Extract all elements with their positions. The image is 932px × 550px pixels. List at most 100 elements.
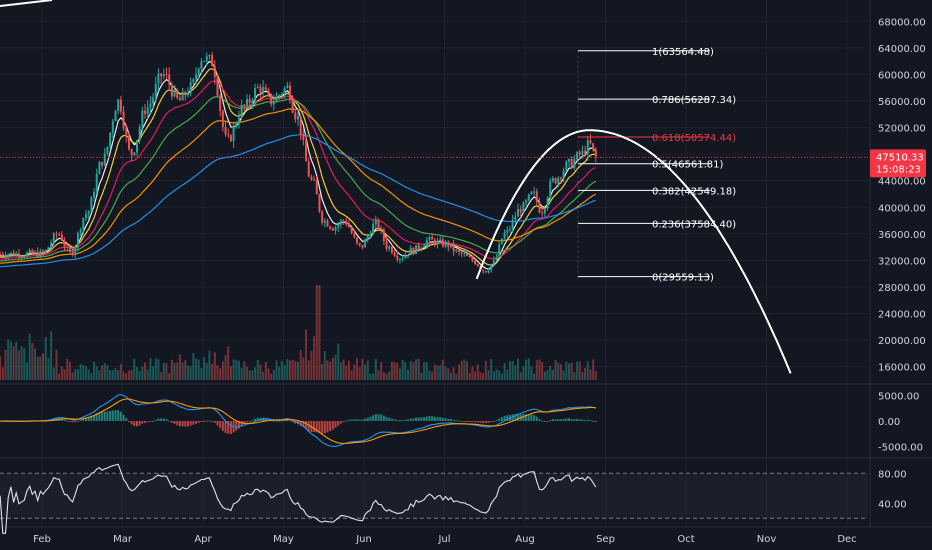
macd-histogram-bar xyxy=(409,418,412,421)
volume-bar xyxy=(350,369,353,380)
candle-body xyxy=(425,240,428,246)
candle-body xyxy=(404,255,407,259)
volume-bar xyxy=(527,358,530,380)
volume-bar xyxy=(517,358,520,380)
macd-pane xyxy=(0,394,597,448)
candle-body xyxy=(17,253,20,258)
macd-histogram-bar xyxy=(425,416,428,421)
candle-body xyxy=(433,239,436,245)
ema-line xyxy=(0,134,596,268)
macd-histogram-bar xyxy=(592,420,595,422)
price-tick-label: 16000.00 xyxy=(878,363,926,374)
candle-body xyxy=(592,143,595,150)
volume-bar xyxy=(436,365,439,380)
macd-histogram-bar xyxy=(280,420,283,422)
macd-histogram-bar xyxy=(141,421,144,424)
candle-body xyxy=(576,152,579,160)
volume-bar xyxy=(165,363,168,380)
candle-body xyxy=(372,224,375,235)
candle-body xyxy=(511,219,514,230)
price-tick-label: 52000.00 xyxy=(878,124,926,135)
volume-bar xyxy=(47,358,50,380)
macd-histogram-bar xyxy=(594,421,597,423)
macd-histogram-bar xyxy=(216,421,219,426)
volume-bar xyxy=(559,363,562,380)
volume-bar xyxy=(417,358,420,380)
candle-body xyxy=(267,90,270,94)
macd-histogram-bar xyxy=(109,410,112,421)
fib-level-label: 1(63564.48) xyxy=(652,47,714,58)
macd-histogram-bar xyxy=(79,419,82,421)
volume-bar xyxy=(466,361,469,380)
volume-bar xyxy=(227,346,230,380)
volume-bar xyxy=(457,364,460,380)
candle-body xyxy=(109,132,112,147)
candle-body xyxy=(291,100,294,113)
volume-bar xyxy=(431,371,434,380)
candle-body xyxy=(235,123,238,127)
candle-body xyxy=(455,250,458,252)
fib-level-label: 0.5(46561.81) xyxy=(652,160,724,171)
candle-body xyxy=(565,161,568,171)
volume-bar xyxy=(162,362,165,380)
volume-bar xyxy=(522,366,525,380)
candle-body xyxy=(71,251,74,256)
volume-bar xyxy=(135,366,138,380)
macd-histogram-bar xyxy=(184,421,187,427)
volume-bar xyxy=(197,359,200,380)
candle-body xyxy=(283,87,286,95)
volume-bar xyxy=(275,360,278,380)
fib-level-label: 0.236(37584.40) xyxy=(652,219,736,230)
macd-histogram-bar xyxy=(144,421,147,423)
volume-bar xyxy=(296,361,299,380)
volume-bar xyxy=(39,356,42,380)
candle-body xyxy=(474,260,477,265)
macd-histogram-bar xyxy=(192,421,195,425)
candle-body xyxy=(189,82,192,94)
macd-histogram-bar xyxy=(307,421,310,432)
macd-histogram-bar xyxy=(146,421,149,423)
projection-arc[interactable] xyxy=(475,129,792,374)
macd-histogram-bar xyxy=(369,416,372,421)
macd-histogram-bar xyxy=(272,420,275,422)
candle-body xyxy=(294,112,297,120)
drawing-line[interactable] xyxy=(0,0,53,7)
price-tick-label: 36000.00 xyxy=(878,230,926,241)
volume-bar xyxy=(337,343,340,380)
candle-body xyxy=(554,178,557,184)
candle-body xyxy=(133,152,136,156)
candle-body xyxy=(584,150,587,155)
volume-bar xyxy=(144,362,147,380)
macd-histogram-bar xyxy=(339,421,342,424)
macd-histogram-bar xyxy=(200,421,203,422)
macd-histogram-bar xyxy=(74,421,77,423)
volume-bar xyxy=(138,371,141,380)
candle-body xyxy=(232,126,235,142)
volume-bar xyxy=(484,360,487,380)
volume-bar xyxy=(541,361,544,380)
candle-body xyxy=(506,229,509,233)
volume-bar xyxy=(385,373,388,380)
candle-body xyxy=(63,240,66,247)
volume-bar xyxy=(412,362,415,380)
candle-body xyxy=(334,227,337,231)
volume-bar xyxy=(511,361,514,380)
macd-histogram-bar xyxy=(133,421,136,427)
macd-histogram-bar xyxy=(85,417,88,421)
macd-histogram-bar xyxy=(342,421,345,422)
macd-histogram-bar xyxy=(576,418,579,421)
volume-bar xyxy=(549,365,552,380)
candle-body xyxy=(374,219,377,225)
macd-histogram-bar xyxy=(315,421,318,433)
macd-histogram-bar xyxy=(286,419,289,421)
volume-bar xyxy=(449,372,452,380)
candle-body xyxy=(310,176,313,180)
volume-bar xyxy=(133,358,136,380)
volume-bar xyxy=(353,364,356,380)
volume-bar xyxy=(146,369,149,380)
fibonacci-retracement[interactable]: 1(63564.48) 0.786(56287.34) 0.618(50574.44… xyxy=(577,47,736,284)
macd-histogram-bar xyxy=(511,414,514,421)
candle-body xyxy=(90,197,93,211)
volume-bar xyxy=(211,363,214,380)
